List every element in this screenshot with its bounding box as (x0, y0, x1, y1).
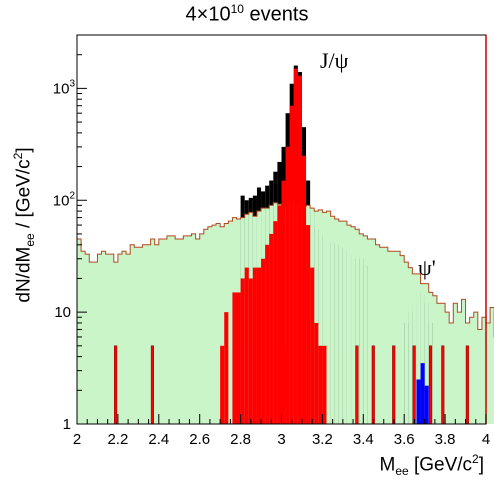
x-tick-label: 4 (482, 431, 490, 448)
jpsi-bin (392, 345, 396, 425)
background-bin-overlay (322, 212, 327, 424)
x-tick-label: 2 (73, 431, 81, 448)
title-exponent: 10 (230, 2, 244, 16)
jpsi-peak-bin (232, 292, 237, 424)
jpsi-peak-bin (248, 278, 253, 424)
background-bin-overlay (355, 229, 360, 424)
jpsi-bin (371, 345, 375, 425)
x-tick-label: 3.6 (394, 431, 415, 448)
jpsi-peak-bin (252, 267, 257, 424)
jpsi-peak-bin (277, 205, 282, 424)
jpsi-peak-bin (224, 312, 229, 424)
psiprime-bin (416, 379, 421, 424)
jpsi-peak-bin (306, 225, 311, 424)
y-tick-label: 10 (54, 304, 71, 321)
y-tick-label: 1 (63, 416, 71, 433)
psiprime-bin (420, 363, 425, 424)
jpsi-peak-bin (314, 322, 319, 424)
jpsi-bin (114, 345, 118, 425)
y-tick-label: 102 (53, 190, 76, 209)
jpsi-peak-bin (244, 267, 249, 424)
x-label-main: M (379, 454, 396, 476)
x-tick-label: 3.4 (353, 431, 374, 448)
background-bin-overlay (408, 267, 413, 424)
x-tick-label: 2.6 (189, 431, 210, 448)
psiprime-annotation: ψ' (418, 255, 436, 280)
background-bin-overlay (420, 283, 425, 424)
background-bin-overlay (338, 221, 343, 424)
x-axis-label: Mee [GeV/c2] (379, 452, 484, 478)
jpsi-peak-bin (273, 221, 278, 424)
background-bin-overlay (359, 233, 364, 424)
x-label-close: ] (478, 454, 484, 476)
x-label-sup: 2 (472, 452, 479, 466)
jpsi-peak-bin (310, 267, 315, 424)
jpsi-bin (412, 345, 416, 425)
jpsi-peak-bin (269, 233, 274, 424)
x-tick-label: 2.2 (107, 431, 128, 448)
x-label-unit: [GeV/c (408, 454, 473, 476)
jpsi-peak-bin (240, 278, 245, 424)
jpsi-peak-bin (265, 244, 270, 424)
x-tick-label: 2.8 (230, 431, 251, 448)
jpsi-bin (150, 345, 154, 425)
jpsi-peak-bin (289, 105, 294, 424)
background-bin-overlay (330, 216, 335, 424)
chart-title: 4×1010 events (0, 2, 494, 27)
jpsi-peak-bin (301, 155, 307, 424)
background-bin-overlay (334, 218, 339, 424)
jpsi-peak-bin (285, 146, 290, 425)
jpsi-bin (355, 345, 359, 425)
jpsi-peak-bin (293, 68, 298, 424)
jpsi-annotation: J/ψ (320, 48, 349, 73)
background-bin-overlay (342, 221, 347, 424)
jpsi-peak-bin (256, 267, 262, 424)
background-bin-overlay (318, 209, 323, 424)
x-tick-label: 3.8 (435, 431, 456, 448)
psiprime-bin (424, 385, 429, 424)
x-label-sub: ee (395, 464, 409, 479)
background-bin-overlay (314, 211, 319, 424)
y-tick-label: 103 (53, 78, 76, 97)
jpsi-bin (428, 345, 433, 425)
jpsi-peak-bin (297, 75, 302, 424)
background-bin-overlay (326, 211, 331, 424)
jpsi-bin (465, 345, 469, 425)
background-bin-overlay (404, 262, 409, 424)
title-prefix: 4×10 (185, 3, 231, 26)
background-bin-overlay (351, 226, 356, 424)
jpsi-bin (441, 345, 445, 425)
jpsi-peak-bin (281, 180, 286, 424)
x-tick-label: 3 (277, 431, 285, 448)
x-tick-label: 3.2 (312, 431, 333, 448)
background-bin-overlay (416, 273, 421, 424)
background-bin-overlay (346, 225, 352, 424)
x-tick-label: 2.4 (148, 431, 169, 448)
jpsi-peak-bin (236, 292, 241, 424)
jpsi-peak-bin (220, 345, 225, 424)
background-bin-overlay (363, 235, 368, 424)
jpsi-peak-bin (318, 345, 323, 424)
background-bin-overlay (424, 283, 429, 424)
jpsi-peak-bin (322, 345, 327, 424)
title-suffix: events (243, 3, 309, 26)
jpsi-peak-bin (261, 258, 266, 424)
